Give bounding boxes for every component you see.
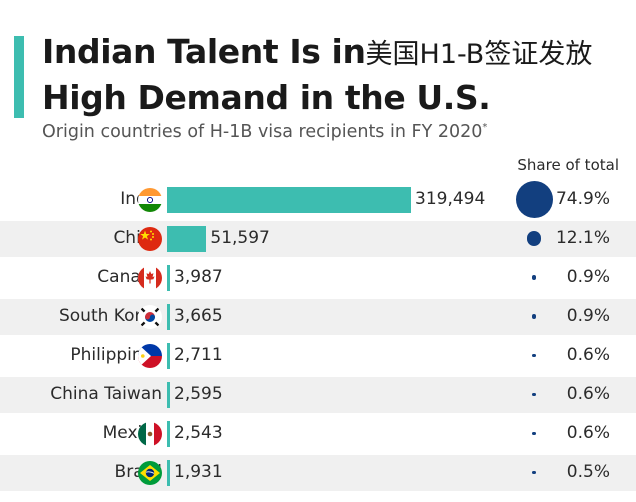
share-label: 0.6% <box>566 423 610 443</box>
row-stripe <box>0 454 636 491</box>
bar <box>167 264 171 291</box>
share-dot <box>532 392 536 397</box>
value-label: 319,494 <box>415 189 486 209</box>
bar <box>167 186 411 213</box>
bar <box>167 381 170 408</box>
subtitle-footnote-mark: * <box>482 122 488 134</box>
share-label: 0.9% <box>566 267 610 287</box>
value-label: 2,543 <box>174 423 223 443</box>
value-label: 2,595 <box>174 384 223 404</box>
share-label: 0.6% <box>566 384 610 404</box>
share-label: 0.6% <box>566 345 610 365</box>
bar <box>167 225 207 252</box>
share-dot <box>531 275 537 280</box>
share-dot <box>515 181 553 218</box>
share-label: 0.9% <box>566 306 610 326</box>
subtitle-text: Origin countries of H-1B visa recipients… <box>42 122 483 142</box>
value-label: 3,987 <box>174 267 223 287</box>
bar <box>167 420 170 447</box>
value-label: 2,711 <box>174 345 223 365</box>
share-label: 12.1% <box>555 228 610 248</box>
value-label: 1,931 <box>174 462 223 482</box>
canada-flag-icon <box>138 265 162 290</box>
share-column-header: Share of total <box>517 156 619 174</box>
south-korea-flag-icon <box>138 304 162 329</box>
mexico-flag-icon <box>138 421 162 446</box>
share-dot <box>526 231 542 246</box>
title-line1-latin: Indian Talent Is in <box>42 32 366 71</box>
share-dot <box>532 431 536 436</box>
title-line2: High Demand in the U.S. <box>42 78 491 117</box>
share-label: 74.9% <box>555 189 610 209</box>
share-dot <box>531 314 537 319</box>
row-stripe <box>0 298 636 335</box>
chart-subtitle: Origin countries of H-1B visa recipients… <box>42 122 487 142</box>
category-label: South Korea <box>58 306 162 326</box>
bar <box>167 342 170 369</box>
philippines-flag-icon <box>138 343 162 368</box>
bar <box>167 303 170 330</box>
bar-chart: India319,49474.9%China51,59712.1%Canada3… <box>0 180 636 492</box>
category-label: China Taiwan <box>50 384 162 404</box>
brazil-flag-icon <box>138 460 162 485</box>
india-flag-icon <box>138 187 162 212</box>
title-line1-cjk: 美国H1-B签证发放 <box>365 39 593 70</box>
bar <box>167 459 170 486</box>
share-dot <box>532 470 536 474</box>
china-flag-icon <box>138 226 162 251</box>
share-dot <box>532 353 536 358</box>
value-label: 3,665 <box>174 306 223 326</box>
value-label: 51,597 <box>210 228 270 248</box>
row-stripe <box>0 376 636 413</box>
chart-title: Indian Talent Is in美国H1-B签证发放 High Demand… <box>42 30 632 119</box>
title-accent-bar <box>14 36 24 118</box>
share-label: 0.5% <box>566 462 610 482</box>
